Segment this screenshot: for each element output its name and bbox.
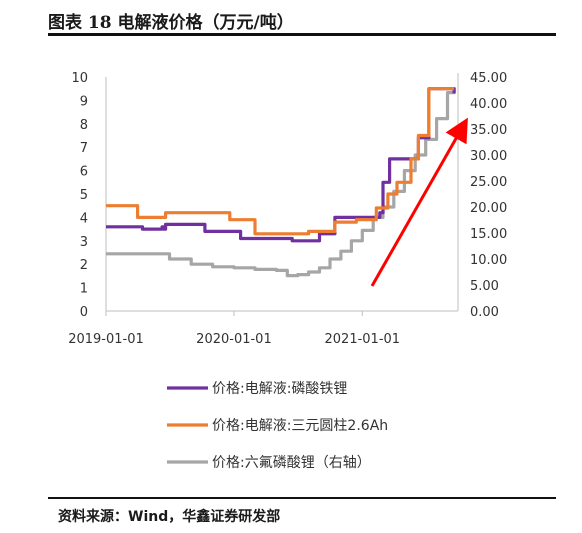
right-tick-label: 45.00 xyxy=(470,71,507,86)
footer-rule xyxy=(48,497,556,499)
series-line xyxy=(106,87,456,243)
left-tick-label: 3 xyxy=(80,235,88,250)
right-tick-label: 20.00 xyxy=(470,201,507,216)
left-tick-label: 10 xyxy=(71,71,88,86)
left-tick-label: 0 xyxy=(80,305,88,320)
left-tick-label: 2 xyxy=(80,258,88,273)
right-tick-label: 25.00 xyxy=(470,175,507,190)
right-tick-label: 15.00 xyxy=(470,227,507,242)
series-layer xyxy=(106,87,456,278)
legend-label: 价格:电解液:磷酸铁锂 xyxy=(212,381,347,397)
right-tick-label: 40.00 xyxy=(470,97,507,112)
annotation-layer xyxy=(370,117,468,287)
x-tick-label: 2021-01-01 xyxy=(325,332,401,347)
left-tick-label: 1 xyxy=(80,282,88,297)
right-tick-label: 35.00 xyxy=(470,123,507,138)
x-axis: 2019-01-01 2020-01-01 2021-01-01 xyxy=(68,310,458,347)
annotation-arrow xyxy=(370,117,468,287)
left-tick-label: 4 xyxy=(80,211,88,226)
source-note: 资料来源：Wind，华鑫证券研发部 xyxy=(58,509,281,525)
legend-label: 价格:六氟磷酸锂（右轴） xyxy=(212,455,371,471)
right-tick-label: 30.00 xyxy=(470,149,507,164)
right-tick-label: 5.00 xyxy=(470,279,499,294)
left-tick-label: 6 xyxy=(80,165,88,180)
right-tick-label: 0.00 xyxy=(470,305,499,320)
right-tick-label: 10.00 xyxy=(470,253,507,268)
chart-title: 图表 18 电解液价格（万元/吨） xyxy=(48,13,294,33)
legend-label: 价格:电解液:三元圆柱2.6Ah xyxy=(212,418,388,434)
left-tick-label: 5 xyxy=(80,188,88,203)
series-line xyxy=(106,87,455,236)
left-tick-label: 8 xyxy=(80,118,88,133)
x-tick-label: 2019-01-01 xyxy=(68,332,144,347)
right-axis: 0.00 5.00 10.00 15.00 20.00 25.00 30.00 35.00 40… xyxy=(457,71,507,320)
left-tick-label: 9 xyxy=(80,94,88,109)
x-tick-label: 2020-01-01 xyxy=(196,332,272,347)
title-rule xyxy=(48,33,556,36)
left-axis: 0 1 2 3 4 5 6 7 8 9 10 xyxy=(71,71,107,320)
left-tick-label: 7 xyxy=(80,141,88,156)
